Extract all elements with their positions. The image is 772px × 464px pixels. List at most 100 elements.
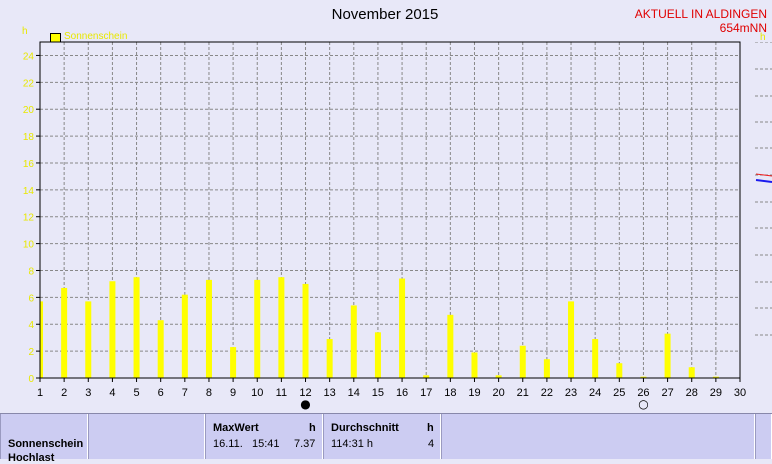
x-tick-label: 1: [37, 387, 43, 399]
x-tick-label: 24: [589, 387, 601, 399]
maxwert-date: 16.11.: [213, 438, 243, 450]
maxwert-time: 15:41: [252, 438, 280, 450]
summary-table: Sonnenschein Hochlast MaxWert h 16.11. 1…: [0, 413, 772, 464]
station-link[interactable]: AKTUELL IN ALDINGEN 654mNN: [634, 7, 767, 35]
y-tick-label: 10: [23, 240, 35, 251]
legend-label: Sonnenschein: [64, 31, 128, 42]
summary-avg-cell: Durchschnitt h 114:31 h 4: [323, 414, 441, 459]
y-tick-label: 0: [28, 374, 34, 385]
x-tick-label: 25: [613, 387, 625, 399]
y-tick-label: 4: [28, 320, 34, 331]
y-tick-label: 8: [28, 266, 34, 277]
grid-layer: [40, 42, 740, 378]
sunshine-bar: [592, 339, 599, 378]
y-axis-unit-right: h: [760, 32, 766, 43]
maxwert-value: 7.37: [294, 438, 316, 450]
x-tick-label: 17: [420, 387, 432, 399]
sunshine-bar: [688, 367, 695, 378]
avg-header: Durchschnitt: [331, 422, 399, 434]
sunshine-bar: [664, 333, 671, 378]
x-tick-label: 21: [517, 387, 529, 399]
y-tick-label: 16: [23, 159, 35, 170]
x-tick-label: 7: [182, 387, 188, 399]
sunshine-bar: [61, 287, 68, 378]
sunshine-bar: [302, 283, 309, 378]
adjacent-chart-strip: [755, 42, 772, 336]
y-tick-label: 24: [23, 51, 35, 62]
sunshine-bar: [205, 279, 212, 378]
sunshine-bar: [399, 278, 406, 378]
sunshine-bar: [495, 375, 502, 378]
x-tick-label: 23: [565, 387, 577, 399]
x-tick-label: 9: [230, 387, 236, 399]
y-tick-label: 12: [23, 213, 35, 224]
sunshine-bar: [568, 301, 575, 378]
x-tick-label: 13: [324, 387, 336, 399]
sunshine-bar: [374, 332, 381, 378]
moon-phase-marker: ○: [638, 397, 648, 411]
x-tick-label: 19: [468, 387, 480, 399]
x-tick-label: 8: [206, 387, 212, 399]
moon-phase-markers: ● ○: [300, 397, 648, 411]
sunshine-bar: [712, 376, 719, 378]
frame-layer: [36, 41, 741, 382]
x-tick-label: 20: [492, 387, 504, 399]
sunshine-bar: [278, 277, 285, 378]
plot-area: [40, 42, 740, 378]
x-tick-label: 22: [541, 387, 553, 399]
sunshine-bar: [519, 345, 526, 378]
y-tick-label: 18: [23, 132, 35, 143]
sunshine-bar: [350, 305, 357, 378]
sunshine-bar: [447, 314, 454, 378]
summary-label-cell: Sonnenschein Hochlast: [0, 414, 88, 464]
x-tick-label: 18: [444, 387, 456, 399]
summary-empty-cell: [88, 414, 205, 459]
x-tick-label: 11: [276, 387, 287, 399]
chart-title: November 2015: [331, 6, 439, 23]
x-tick-label: 30: [734, 387, 746, 399]
sunshine-bar: [471, 352, 478, 378]
y-tick-label: 14: [23, 186, 35, 197]
x-tick-label: 10: [251, 387, 263, 399]
summary-row-label: Sonnenschein: [8, 438, 84, 450]
sunshine-bar: [423, 375, 430, 378]
sunshine-bar: [640, 376, 647, 378]
sunshine-bar: [543, 359, 550, 378]
x-tick-label: 14: [348, 387, 360, 399]
summary-blank-cell: [441, 414, 755, 459]
avg-unit: h: [427, 422, 434, 434]
x-tick-label: 12: [299, 387, 311, 399]
sunshine-bar: [40, 301, 43, 378]
sunshine-bar: [157, 320, 164, 378]
x-tick-label: 2: [61, 387, 67, 399]
sunshine-bar: [326, 339, 333, 378]
summary-row-label-2: Hochlast: [8, 452, 55, 464]
summary-maxwert-cell: MaxWert h 16.11. 15:41 7.37: [205, 414, 323, 459]
bars-layer: [40, 277, 719, 378]
x-tick-labels: 1 2 3 4 5 6 7 8 9 10 11 12 13 14 15 16 17 18 19 20 21 22 23 24 2…: [37, 387, 746, 399]
summary-edge-cell: [755, 414, 772, 459]
y-tick-label: 22: [23, 78, 35, 89]
x-tick-label: 27: [661, 387, 673, 399]
sunshine-bar: [181, 294, 188, 378]
x-tick-label: 16: [396, 387, 408, 399]
x-tick-label: 6: [158, 387, 164, 399]
avg-count: 4: [428, 438, 435, 450]
sunshine-bar: [85, 301, 92, 378]
x-tick-label: 3: [85, 387, 91, 399]
sunshine-bar: [616, 363, 623, 378]
x-tick-label: 5: [133, 387, 139, 399]
y-tick-label: 20: [23, 105, 35, 116]
sunshine-bar: [254, 279, 261, 378]
sunshine-bar: [109, 281, 116, 378]
maxwert-header: MaxWert: [213, 422, 259, 434]
x-tick-label: 4: [109, 387, 115, 399]
sunshine-bar: [230, 347, 237, 378]
moon-phase-marker: ●: [300, 397, 310, 411]
x-tick-label: 29: [710, 387, 722, 399]
avg-value: 114:31 h: [331, 438, 374, 450]
y-axis-unit-left: h: [22, 26, 28, 37]
y-tick-label: 6: [28, 293, 34, 304]
